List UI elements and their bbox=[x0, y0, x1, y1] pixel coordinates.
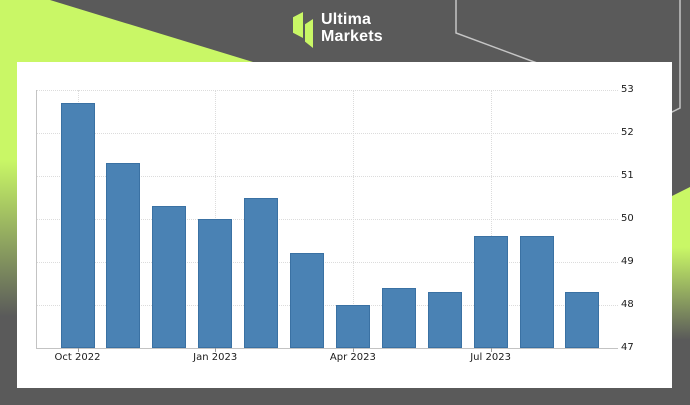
y-axis-label-48: 48 bbox=[621, 299, 634, 310]
y-axis-label-53: 53 bbox=[621, 84, 634, 95]
logo-bar-left-icon bbox=[293, 12, 303, 38]
bar-jun-2023[interactable] bbox=[427, 292, 462, 348]
bar-sep-2023[interactable] bbox=[565, 292, 600, 348]
brand-name: Ultima Markets bbox=[321, 11, 383, 45]
logo-bar-right-icon bbox=[305, 19, 313, 48]
brand-name-line2: Markets bbox=[321, 28, 383, 45]
x-axis-tick-1 bbox=[215, 348, 217, 352]
chart-card: 47 48 49 50 51 52 53 Oct 2022 Jan 2023 Apr 2023 Ju… bbox=[17, 62, 672, 388]
x-axis-tick-3 bbox=[490, 348, 492, 352]
bar-may-2023[interactable] bbox=[381, 287, 416, 348]
y-axis-label-51: 51 bbox=[621, 170, 634, 181]
y-axis-line bbox=[36, 90, 37, 348]
bar-oct-2022[interactable] bbox=[60, 102, 95, 348]
gridline-y-49 bbox=[36, 262, 618, 263]
deco-left-gradient-strip bbox=[0, 62, 17, 388]
bar-feb-2023[interactable] bbox=[244, 197, 279, 348]
bar-aug-2023[interactable] bbox=[519, 236, 554, 348]
bar-apr-2023[interactable] bbox=[335, 305, 370, 348]
x-axis-tick-2 bbox=[352, 348, 354, 352]
gridline-x-3 bbox=[490, 90, 492, 348]
bar-jan-2023[interactable] bbox=[198, 219, 233, 348]
gridline-x-2 bbox=[352, 90, 354, 348]
gridline-y-52 bbox=[36, 133, 618, 134]
x-axis-label-1: Jan 2023 bbox=[193, 352, 238, 363]
y-axis-label-52: 52 bbox=[621, 127, 634, 138]
gridline-y-53 bbox=[36, 90, 618, 91]
deco-right-gradient-strip bbox=[672, 187, 690, 388]
bar-jul-2023[interactable] bbox=[473, 236, 508, 348]
bar-dec-2022[interactable] bbox=[152, 206, 187, 348]
y-axis-label-50: 50 bbox=[621, 213, 634, 224]
deco-lime-wedge-icon bbox=[0, 0, 253, 62]
y-axis-label-49: 49 bbox=[621, 256, 634, 267]
x-axis-line bbox=[36, 348, 618, 349]
x-axis-label-3: Jul 2023 bbox=[470, 352, 511, 363]
logo-mark-icon bbox=[292, 11, 314, 49]
brand-logo: Ultima Markets bbox=[292, 11, 383, 49]
x-axis-label-0: Oct 2022 bbox=[54, 352, 101, 363]
x-axis-label-2: Apr 2023 bbox=[329, 352, 376, 363]
outline-chevron-left-icon bbox=[455, 0, 538, 64]
gridline-y-51 bbox=[36, 176, 618, 177]
brand-name-line1: Ultima bbox=[321, 11, 372, 28]
x-axis-tick-0 bbox=[77, 348, 79, 352]
gridline-y-50 bbox=[36, 219, 618, 220]
bar-mar-2023[interactable] bbox=[290, 253, 324, 348]
y-axis-label-47: 47 bbox=[621, 342, 634, 353]
gridline-y-48 bbox=[36, 305, 618, 306]
chart-plot-area: 47 48 49 50 51 52 53 Oct 2022 Jan 2023 Apr 2023 Ju… bbox=[17, 62, 672, 388]
bar-nov-2022[interactable] bbox=[106, 163, 141, 348]
